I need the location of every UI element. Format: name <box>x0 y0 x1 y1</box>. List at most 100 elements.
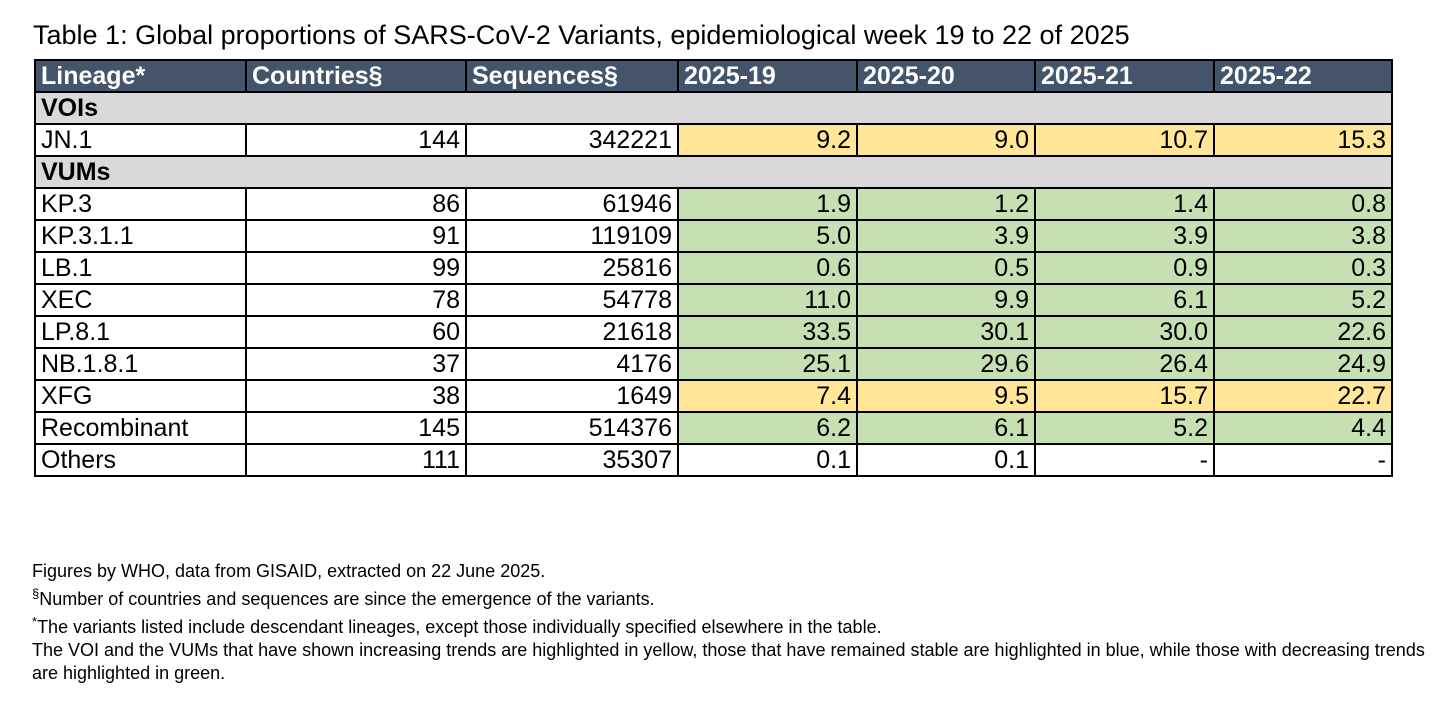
header-sequences: Sequences§ <box>465 59 679 93</box>
cell-week-20: 3.9 <box>856 219 1036 253</box>
cell-sequences: 35307 <box>465 443 679 477</box>
footnotes: Figures by WHO, data from GISAID, extrac… <box>32 560 1432 685</box>
variants-table: Lineage* Countries§ Sequences§ 2025-19 2… <box>34 59 1393 477</box>
cell-sequences: 342221 <box>465 123 679 157</box>
header-week-22: 2025-22 <box>1213 59 1393 93</box>
cell-countries: 38 <box>245 379 467 413</box>
table-row: KP.3 86 61946 1.9 1.2 1.4 0.8 <box>34 187 1393 221</box>
cell-sequences: 21618 <box>465 315 679 349</box>
cell-lineage: XEC <box>34 283 247 317</box>
cell-countries: 60 <box>245 315 467 349</box>
source-note: Figures by WHO, data from GISAID, extrac… <box>32 561 546 581</box>
header-week-21: 2025-21 <box>1034 59 1215 93</box>
cell-week-20: 6.1 <box>856 411 1036 445</box>
cell-sequences: 54778 <box>465 283 679 317</box>
cell-week-21: 3.9 <box>1034 219 1215 253</box>
cell-lineage: JN.1 <box>34 123 247 157</box>
cell-week-20: 9.9 <box>856 283 1036 317</box>
cell-week-21: 1.4 <box>1034 187 1215 221</box>
cell-lineage: Recombinant <box>34 411 247 445</box>
cell-sequences: 119109 <box>465 219 679 253</box>
cell-week-19: 0.1 <box>677 443 858 477</box>
table-caption: Table 1: Global proportions of SARS-CoV-… <box>33 20 1130 50</box>
table-row: NB.1.8.1 37 4176 25.1 29.6 26.4 24.9 <box>34 347 1393 381</box>
cell-week-21: 10.7 <box>1034 123 1215 157</box>
star-mark: * <box>32 614 38 629</box>
cell-lineage: LP.8.1 <box>34 315 247 349</box>
table-row: XEC 78 54778 11.0 9.9 6.1 5.2 <box>34 283 1393 317</box>
group-label-vum: VUMs <box>34 155 1393 189</box>
group-label-voi: VOIs <box>34 91 1393 125</box>
header-lineage: Lineage* <box>34 59 247 93</box>
table-row: Recombinant 145 514376 6.2 6.1 5.2 4.4 <box>34 411 1393 445</box>
group-row-voi: VOIs <box>34 91 1393 125</box>
cell-week-19: 25.1 <box>677 347 858 381</box>
star-footnote: *The variants listed include descendant … <box>32 614 1432 639</box>
cell-week-19: 9.2 <box>677 123 858 157</box>
cell-countries: 37 <box>245 347 467 381</box>
cell-week-21: 15.7 <box>1034 379 1215 413</box>
cell-week-22: 3.8 <box>1213 219 1393 253</box>
cell-sequences: 61946 <box>465 187 679 221</box>
cell-week-20: 0.5 <box>856 251 1036 285</box>
cell-countries: 86 <box>245 187 467 221</box>
cell-countries: 91 <box>245 219 467 253</box>
cell-lineage: XFG <box>34 379 247 413</box>
cell-lineage: NB.1.8.1 <box>34 347 247 381</box>
cell-countries: 144 <box>245 123 467 157</box>
cell-week-22: 5.2 <box>1213 283 1393 317</box>
cell-countries: 78 <box>245 283 467 317</box>
header-week-20: 2025-20 <box>856 59 1036 93</box>
cell-countries: 145 <box>245 411 467 445</box>
table-row: LP.8.1 60 21618 33.5 30.1 30.0 22.6 <box>34 315 1393 349</box>
cell-lineage: Others <box>34 443 247 477</box>
cell-week-22: 0.3 <box>1213 251 1393 285</box>
cell-sequences: 25816 <box>465 251 679 285</box>
cell-week-19: 1.9 <box>677 187 858 221</box>
table-row: JN.1 144 342221 9.2 9.0 10.7 15.3 <box>34 123 1393 157</box>
cell-week-22: 4.4 <box>1213 411 1393 445</box>
cell-week-19: 7.4 <box>677 379 858 413</box>
cell-week-22: 24.9 <box>1213 347 1393 381</box>
section-footnote: §Number of countries and sequences are s… <box>32 586 1432 611</box>
trend-note: The VOI and the VUMs that have shown inc… <box>32 640 1425 683</box>
cell-week-19: 5.0 <box>677 219 858 253</box>
section-footnote-text: Number of countries and sequences are si… <box>39 589 655 609</box>
cell-countries: 99 <box>245 251 467 285</box>
cell-week-20: 1.2 <box>856 187 1036 221</box>
cell-week-21: 26.4 <box>1034 347 1215 381</box>
cell-week-21: 30.0 <box>1034 315 1215 349</box>
cell-lineage: KP.3 <box>34 187 247 221</box>
header-row: Lineage* Countries§ Sequences§ 2025-19 2… <box>34 59 1393 93</box>
star-footnote-text: The variants listed include descendant l… <box>37 617 882 637</box>
cell-week-21: 5.2 <box>1034 411 1215 445</box>
cell-week-21: 0.9 <box>1034 251 1215 285</box>
cell-lineage: KP.3.1.1 <box>34 219 247 253</box>
cell-sequences: 1649 <box>465 379 679 413</box>
group-row-vum: VUMs <box>34 155 1393 189</box>
table-row: LB.1 99 25816 0.6 0.5 0.9 0.3 <box>34 251 1393 285</box>
cell-week-21: 6.1 <box>1034 283 1215 317</box>
section-mark: § <box>32 586 40 601</box>
table-row: KP.3.1.1 91 119109 5.0 3.9 3.9 3.8 <box>34 219 1393 253</box>
cell-countries: 111 <box>245 443 467 477</box>
cell-week-19: 0.6 <box>677 251 858 285</box>
table-row: Others 111 35307 0.1 0.1- - <box>34 443 1393 477</box>
cell-week-22: 22.6 <box>1213 315 1393 349</box>
cell-sequences: 4176 <box>465 347 679 381</box>
header-countries: Countries§ <box>245 59 467 93</box>
cell-week-19: 6.2 <box>677 411 858 445</box>
cell-week-22: - <box>1213 443 1393 477</box>
table-row: XFG 38 1649 7.4 9.5 15.7 22.7 <box>34 379 1393 413</box>
cell-week-22: 22.7 <box>1213 379 1393 413</box>
cell-week-22: 15.3 <box>1213 123 1393 157</box>
cell-week-20: 9.5 <box>856 379 1036 413</box>
cell-week-20: 9.0 <box>856 123 1036 157</box>
cell-lineage: LB.1 <box>34 251 247 285</box>
cell-week-21: - <box>1034 443 1215 477</box>
cell-week-19: 33.5 <box>677 315 858 349</box>
cell-week-19: 11.0 <box>677 283 858 317</box>
cell-week-20: 30.1 <box>856 315 1036 349</box>
cell-week-20: 29.6 <box>856 347 1036 381</box>
header-week-19: 2025-19 <box>677 59 858 93</box>
